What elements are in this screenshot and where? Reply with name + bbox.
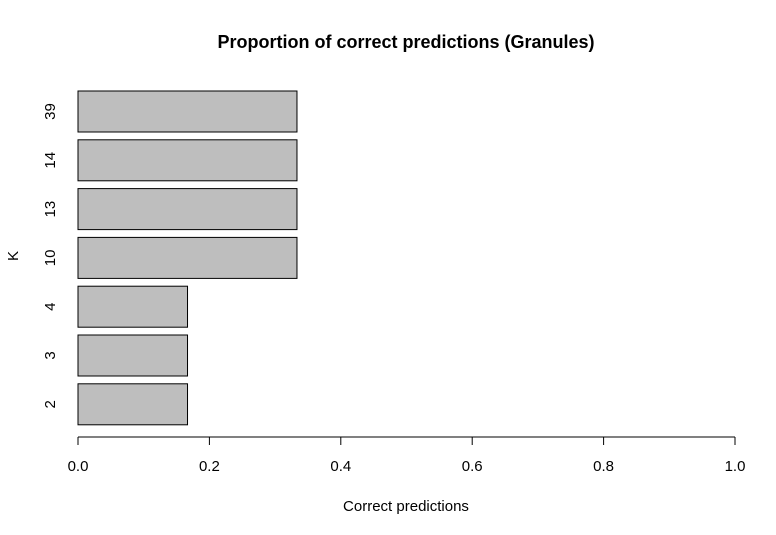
y-tick-label-2: 2 (42, 400, 59, 408)
bar-14 (77, 139, 298, 182)
bar-4 (77, 285, 189, 328)
bar-2 (77, 383, 189, 426)
x-tick-label: 0.6 (462, 458, 483, 475)
bar-3 (77, 334, 189, 377)
y-axis-label: K (5, 251, 22, 261)
bar-10 (77, 236, 298, 279)
x-axis: 0.0 0.2 0.4 0.6 0.8 1.0 (68, 436, 746, 475)
x-tick-label: 1.0 (725, 458, 746, 475)
bars-group (77, 90, 298, 426)
bar-13 (77, 188, 298, 231)
chart-title: Proportion of correct predictions (Granu… (217, 32, 594, 52)
y-tick-label-39: 39 (42, 103, 59, 120)
y-tick-label-14: 14 (42, 152, 59, 169)
x-tick-label: 0.2 (199, 458, 220, 475)
y-tick-labels: 2 3 4 10 13 14 39 (42, 103, 59, 408)
x-tick-label: 0.8 (593, 458, 614, 475)
bar-39 (77, 90, 298, 133)
x-axis-label: Correct predictions (343, 498, 469, 515)
y-tick-label-3: 3 (42, 351, 59, 359)
y-tick-label-4: 4 (42, 303, 59, 311)
x-tick-label: 0.4 (330, 458, 351, 475)
y-tick-label-13: 13 (42, 201, 59, 218)
y-tick-label-10: 10 (42, 250, 59, 267)
x-tick-label: 0.0 (68, 458, 89, 475)
